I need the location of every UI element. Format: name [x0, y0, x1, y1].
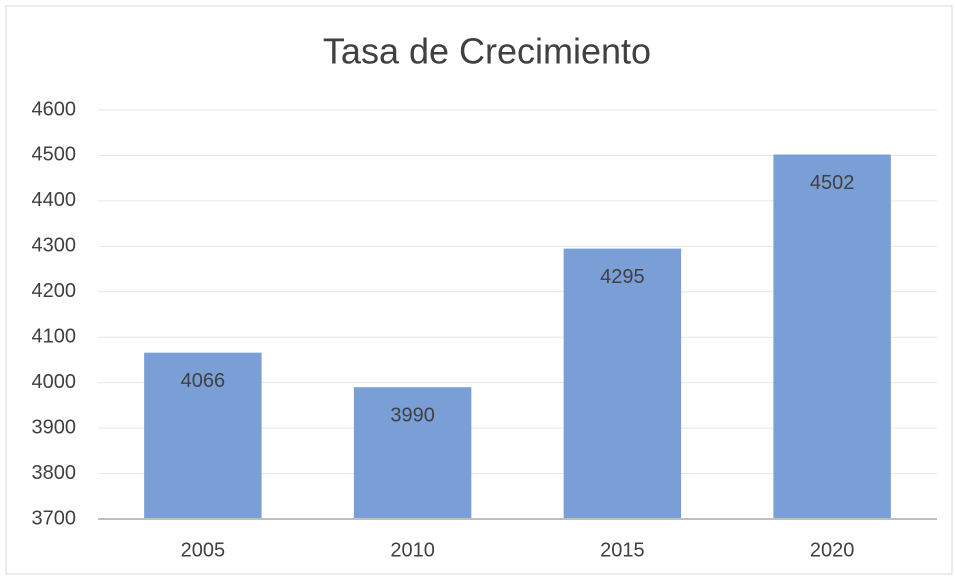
y-tick-label: 3900	[32, 416, 77, 438]
y-tick-label: 3700	[32, 507, 77, 529]
y-tick-label: 4400	[32, 189, 77, 211]
y-tick-label: 4500	[32, 144, 77, 166]
y-tick-label: 3800	[32, 462, 77, 484]
x-tick-label: 2015	[600, 539, 645, 561]
data-label: 4502	[810, 172, 855, 194]
chart-title: Tasa de Crecimiento	[323, 31, 651, 72]
data-label: 3990	[390, 404, 435, 426]
y-tick-label: 4600	[32, 98, 77, 120]
data-label: 4295	[600, 266, 645, 288]
bar	[563, 248, 682, 519]
y-tick-label: 4300	[32, 235, 77, 257]
y-tick-label: 4200	[32, 280, 77, 302]
data-label: 4066	[181, 370, 226, 392]
x-tick-label: 2010	[390, 539, 435, 561]
y-tick-label: 4100	[32, 326, 77, 348]
y-tick-label: 4000	[32, 371, 77, 393]
x-tick-label: 2005	[181, 539, 226, 561]
bar	[773, 154, 891, 519]
x-tick-label: 2020	[810, 539, 855, 561]
bar	[144, 352, 262, 519]
bar	[353, 387, 472, 519]
